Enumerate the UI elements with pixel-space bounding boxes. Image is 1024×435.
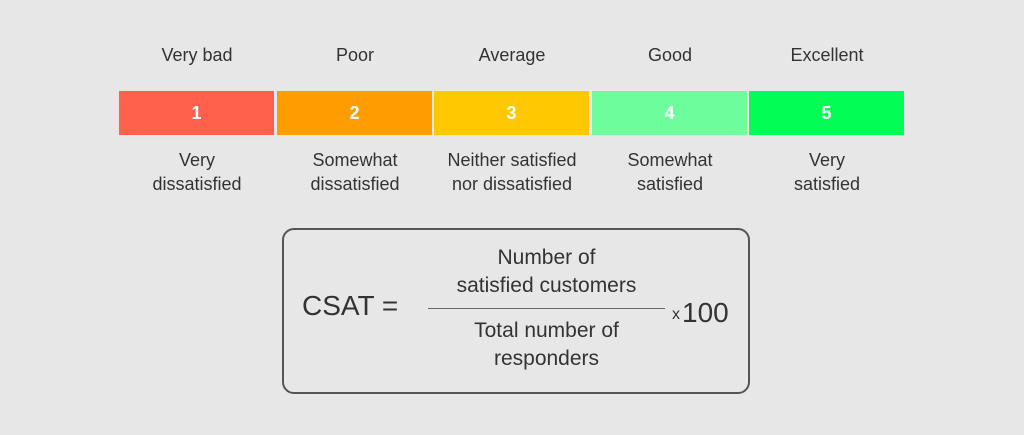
numerator-line: Number of <box>497 246 596 269</box>
description-line: satisfied <box>636 174 704 194</box>
csat-rating-scale: Very bad Poor Average Good Excellent 1 2… <box>119 0 905 200</box>
denominator-line: responders <box>493 347 600 370</box>
rating-label-average: Average <box>478 45 546 65</box>
description-line: Neither satisfied <box>447 150 577 170</box>
description-somewhat-satisfied: Somewhat satisfied <box>585 148 755 196</box>
formula-fraction: Number of satisfied customers Total numb… <box>428 244 665 373</box>
description-line: Very <box>178 150 216 170</box>
scale-segment-3: 3 <box>434 91 589 135</box>
fraction-numerator: Number of satisfied customers <box>428 244 665 302</box>
scale-segment-2: 2 <box>277 91 432 135</box>
description-somewhat-dissatisfied: Somewhat dissatisfied <box>270 148 440 196</box>
fraction-denominator: Total number of responders <box>428 317 665 373</box>
description-line: satisfied <box>793 174 861 194</box>
denominator-line: Total number of <box>474 319 619 342</box>
formula-lhs: CSAT = <box>302 290 399 321</box>
scale-segment-4: 4 <box>592 91 747 135</box>
csat-formula-box <box>282 228 750 394</box>
formula-multiplier: x100 <box>672 297 729 329</box>
description-neutral: Neither satisfied nor dissatisfied <box>427 148 597 196</box>
rating-label-good: Good <box>647 45 693 65</box>
numerator-line: satisfied customers <box>456 274 637 297</box>
description-very-dissatisfied: Very dissatisfied <box>112 148 282 196</box>
rating-label-poor: Poor <box>335 45 375 65</box>
scale-segment-5: 5 <box>749 91 904 135</box>
description-line: nor dissatisfied <box>451 174 573 194</box>
multiplier-value: 100 <box>682 297 729 328</box>
rating-label-excellent: Excellent <box>790 45 864 65</box>
description-line: Somewhat <box>627 150 713 170</box>
multiply-symbol: x <box>672 305 680 323</box>
description-line: dissatisfied <box>152 174 242 194</box>
description-line: dissatisfied <box>310 174 400 194</box>
rating-label-very-bad: Very bad <box>161 45 233 65</box>
description-very-satisfied: Very satisfied <box>742 148 912 196</box>
fraction-bar <box>428 308 665 309</box>
scale-segment-1: 1 <box>119 91 274 135</box>
description-line: Somewhat <box>312 150 398 170</box>
description-line: Very <box>808 150 846 170</box>
